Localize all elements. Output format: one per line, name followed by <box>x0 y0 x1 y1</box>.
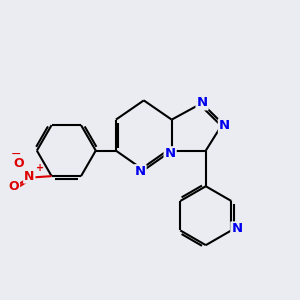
Text: O: O <box>14 157 24 170</box>
Text: N: N <box>231 222 242 236</box>
Text: +: + <box>36 163 44 173</box>
Text: −: − <box>11 148 21 161</box>
Text: N: N <box>196 96 208 110</box>
Text: N: N <box>165 147 176 160</box>
Text: N: N <box>134 165 146 178</box>
Text: N: N <box>24 169 34 183</box>
Text: N: N <box>219 119 230 132</box>
Text: O: O <box>8 180 19 193</box>
